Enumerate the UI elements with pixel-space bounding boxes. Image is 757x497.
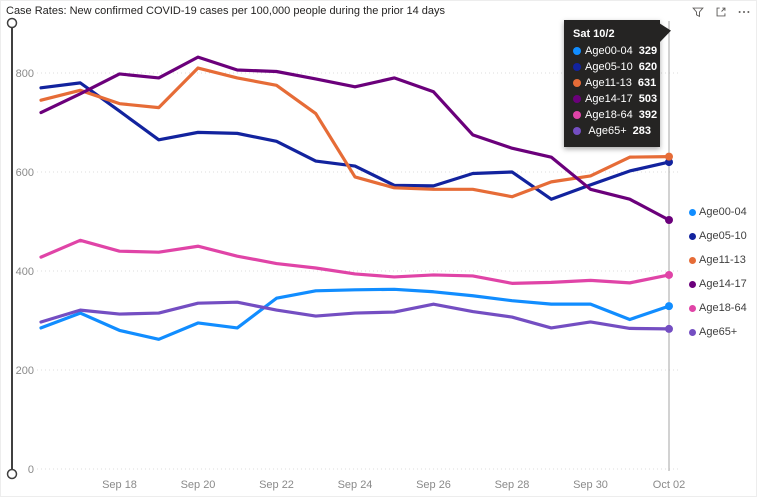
legend-item-age18-64[interactable]: Age18-64 xyxy=(689,302,747,314)
legend-label: Age00-04 xyxy=(699,206,747,218)
legend-label: Age14-17 xyxy=(699,278,747,290)
tooltip-series-value: 283 xyxy=(632,125,651,137)
tooltip-row-age11-13: Age11-13 631 xyxy=(573,77,656,89)
y-axis-tick-label: 200 xyxy=(16,365,34,377)
legend-label: Age05-10 xyxy=(699,230,747,242)
tooltip: Sat 10/2 Age00-04 329 Age05-10 620 Age11-13 6… xyxy=(564,20,671,147)
x-axis-tick-label: Oct 02 xyxy=(653,479,685,491)
legend-label: Age11-13 xyxy=(699,254,746,266)
hover-marker-layer xyxy=(665,21,673,471)
tooltip-series-dot xyxy=(573,79,581,87)
tooltip-series-value: 392 xyxy=(638,109,658,121)
tooltip-series-dot xyxy=(573,47,581,55)
tooltip-series-label: Age11-13 xyxy=(585,77,632,89)
tooltip-series-value: 503 xyxy=(638,93,658,105)
y-axis-tick-label: 800 xyxy=(16,68,34,80)
hover-point-age65+ xyxy=(665,324,673,333)
x-axis-tick-label: Sep 18 xyxy=(102,479,137,491)
tooltip-row-age18-64: Age18-64 392 xyxy=(573,109,657,121)
legend-dot xyxy=(689,280,696,288)
tooltip-date-header: Sat 10/2 xyxy=(573,28,615,40)
x-axis-tick-label: Sep 30 xyxy=(573,479,608,491)
hover-point-age11-13 xyxy=(665,152,673,161)
visual-title: Case Rates: New confirmed COVID-19 cases… xyxy=(6,5,446,17)
visual-header-toolbar xyxy=(691,5,751,19)
hover-point-age14-17 xyxy=(665,216,673,225)
y-axis-tick-label: 600 xyxy=(16,167,34,179)
series-lines[interactable] xyxy=(39,55,671,341)
tooltip-series-value: 620 xyxy=(638,61,658,73)
x-axis-tick-label: Sep 22 xyxy=(259,479,294,491)
tooltip-series-label: Age05-10 xyxy=(585,61,633,73)
series-line-age18-64[interactable] xyxy=(39,238,671,285)
legend-dot xyxy=(689,232,696,240)
legend-label: Age18-64 xyxy=(699,302,747,314)
legend-item-age14-17[interactable]: Age14-17 xyxy=(689,278,747,290)
legend: Age00-04 Age05-10 Age11-13 Age14-17 Age18-64… xyxy=(689,206,747,338)
series-line-age11-13[interactable] xyxy=(39,66,671,199)
legend-item-age11-13[interactable]: Age11-13 xyxy=(689,254,747,266)
hover-point-age18-64 xyxy=(665,270,673,279)
legend-label: Age65+ xyxy=(699,326,738,338)
legend-dot xyxy=(689,256,696,264)
tooltip-row-age14-17: Age14-17 503 xyxy=(573,93,657,105)
filter-icon[interactable] xyxy=(691,5,705,19)
more-options-icon[interactable] xyxy=(737,5,751,19)
series-line-age14-17[interactable] xyxy=(39,55,671,222)
x-axis-tick-label: Sep 24 xyxy=(338,479,373,491)
series-line-age05-10[interactable] xyxy=(39,81,671,201)
tooltip-series-label: Age00-04 xyxy=(585,45,633,57)
y-axis-tick-label: 400 xyxy=(16,266,34,278)
hover-point-age00-04 xyxy=(665,302,673,311)
series-line-age00-04[interactable] xyxy=(39,287,671,341)
x-axis-tick-label: Sep 20 xyxy=(181,479,216,491)
y-axis-tick-label: 0 xyxy=(28,464,34,476)
tooltip-series-value: 329 xyxy=(638,45,658,57)
legend-item-age05-10[interactable]: Age05-10 xyxy=(689,230,747,242)
tooltip-row-age65+: Age65+ 283 xyxy=(573,125,651,137)
focus-mode-icon[interactable] xyxy=(714,5,728,19)
x-axis-tick-label: Sep 26 xyxy=(416,479,451,491)
slider-handle-top[interactable] xyxy=(6,17,18,29)
x-axis-tick-label: Sep 28 xyxy=(495,479,530,491)
legend-dot xyxy=(689,208,696,216)
tooltip-series-label: Age14-17 xyxy=(585,93,633,105)
legend-item-age00-04[interactable]: Age00-04 xyxy=(689,206,747,218)
legend-dot xyxy=(689,304,696,312)
tooltip-series-label: Age65+ xyxy=(588,125,627,137)
tooltip-series-dot xyxy=(573,127,581,135)
tooltip-series-dot xyxy=(573,111,581,119)
legend-dot xyxy=(689,328,696,336)
legend-item-age65+[interactable]: Age65+ xyxy=(689,326,747,338)
slider-handle-bottom[interactable] xyxy=(6,468,18,480)
tooltip-series-value: 631 xyxy=(637,77,657,89)
tooltip-series-label: Age18-64 xyxy=(585,109,633,121)
tooltip-series-dot xyxy=(573,95,581,103)
series-line-age65+[interactable] xyxy=(39,300,671,331)
tooltip-row-age05-10: Age05-10 620 xyxy=(573,61,657,73)
tooltip-series-dot xyxy=(573,63,581,71)
tooltip-row-age00-04: Age00-04 329 xyxy=(573,45,657,57)
y-axis-range-slider[interactable] xyxy=(6,17,18,480)
